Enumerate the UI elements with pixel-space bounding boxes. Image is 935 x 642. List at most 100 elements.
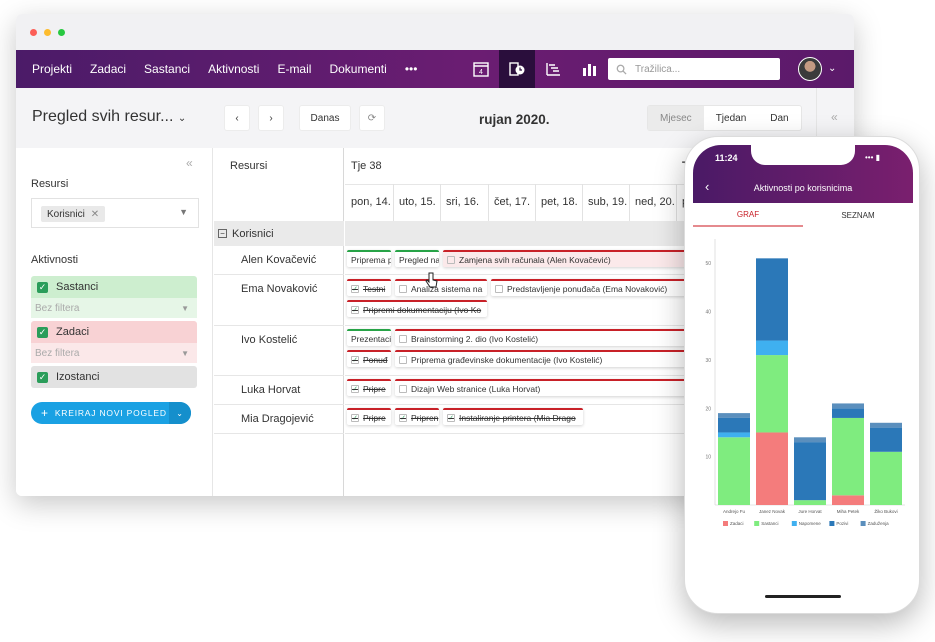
chevron-down-icon[interactable]: ⌄ <box>169 402 191 424</box>
day-header: pet, 18. <box>541 196 578 208</box>
search-input[interactable]: Tražilica... <box>608 58 780 80</box>
x-tick-label: Žiko Bukovi <box>874 507 897 514</box>
task-checkbox[interactable]: ✓ <box>351 384 359 393</box>
close-window-button[interactable] <box>30 29 37 36</box>
x-tick-label: Andrejo Fu <box>723 509 746 514</box>
bar-segment-pozivi <box>870 427 902 452</box>
nav-email[interactable]: E-mail <box>277 62 312 76</box>
legend-label: Zaduženja <box>868 521 890 526</box>
bar-segment-zadaci <box>756 432 788 505</box>
minimize-window-button[interactable] <box>44 29 51 36</box>
tab-graf[interactable]: GRAF <box>693 203 803 227</box>
calendar-event[interactable]: Dizajn Web stranice (Luka Horvat) <box>395 379 693 396</box>
resource-planner-icon[interactable] <box>499 50 535 88</box>
group-row-korisnici[interactable]: − Korisnici <box>214 221 344 246</box>
filter-sastanci: ✓ Sastanci Bez filtera ▼ <box>31 276 197 318</box>
calendar-event[interactable]: ✓ Testni <box>347 279 391 296</box>
filter-izostanci: ✓ Izostanci <box>31 366 197 388</box>
legend-label: Sastanci <box>761 521 778 526</box>
view-week[interactable]: Tjedan <box>715 112 747 124</box>
next-button[interactable]: › <box>259 106 283 130</box>
legend-label: Napomene <box>799 521 822 526</box>
calendar-event[interactable]: ✓ Ponuđ <box>347 350 391 367</box>
view-title-dropdown[interactable]: Pregled svih resur... ⌄ <box>32 108 187 125</box>
refresh-button[interactable]: ⟳ <box>360 106 384 130</box>
prev-button[interactable]: ‹ <box>225 106 249 130</box>
calendar-event[interactable]: Priprema p <box>347 250 391 267</box>
nav-projekti[interactable]: Projekti <box>32 62 73 76</box>
resources-label: Resursi <box>31 178 69 190</box>
bar-segment-zadaci <box>832 495 864 505</box>
bar-segment-sastanci <box>870 451 902 505</box>
task-checkbox[interactable] <box>495 284 503 293</box>
nav-more-button[interactable]: ••• <box>404 62 418 76</box>
filter-label: Sastanci <box>56 281 99 293</box>
remove-chip-icon[interactable]: ✕ <box>90 208 100 220</box>
task-checkbox[interactable]: ✓ <box>351 355 359 364</box>
calendar-event[interactable]: ✓ Instaliranje printera (Mia Drago <box>443 408 583 425</box>
calendar-event[interactable]: Prezentaci <box>347 329 391 346</box>
task-checkbox[interactable] <box>399 334 407 343</box>
resources-select[interactable]: Korisnici ✕ ▼ <box>31 198 199 228</box>
view-day[interactable]: Dan <box>770 112 789 124</box>
filter-zadaci: ✓ Zadaci Bez filtera ▼ <box>31 321 197 363</box>
today-button[interactable]: Danas <box>300 106 350 130</box>
refresh-icon: ⟳ <box>367 112 377 124</box>
calendar-event[interactable]: Brainstorming 2. dio (Ivo Kostelić) <box>395 329 693 346</box>
gantt-icon[interactable] <box>535 50 571 88</box>
zadaci-checkbox[interactable]: ✓ <box>37 326 48 338</box>
legend-swatch <box>791 521 797 526</box>
calendar-icon[interactable]: 4 <box>463 50 499 88</box>
x-tick-label: Jure Horvat <box>798 509 822 514</box>
collapse-sidebar-icon[interactable]: « <box>186 156 193 170</box>
task-checkbox[interactable]: ✓ <box>351 413 359 422</box>
bar-segment-pozivi <box>794 442 826 501</box>
tab-seznam[interactable]: SEZNAM <box>841 210 875 220</box>
calendar-event[interactable]: ✓ Pripremi dokumentaciju (Ivo Ko <box>347 300 487 317</box>
bar-chart-icon[interactable] <box>571 50 607 88</box>
task-checkbox[interactable]: ✓ <box>351 305 359 314</box>
calendar-event[interactable]: Analiza sistema na <box>395 279 487 296</box>
user-avatar[interactable] <box>798 57 822 81</box>
calendar-event[interactable]: Pregled na <box>395 250 439 267</box>
sastanci-checkbox[interactable]: ✓ <box>37 281 48 293</box>
calendar-event[interactable]: Zamjena svih računala (Alen Kovačević) <box>443 250 693 267</box>
nav-dokumenti[interactable]: Dokumenti <box>329 62 387 76</box>
view-month[interactable]: Mjesec <box>648 106 704 130</box>
task-checkbox[interactable] <box>399 384 407 393</box>
resource-row-label: Ivo Kostelić <box>241 334 298 346</box>
calendar-event[interactable]: ✓ Pripre <box>347 408 391 425</box>
izostanci-checkbox[interactable]: ✓ <box>37 371 48 383</box>
task-checkbox[interactable] <box>447 255 455 264</box>
zadaci-filter-input[interactable]: Bez filtera ▼ <box>31 343 197 363</box>
nav-zadaci[interactable]: Zadaci <box>90 62 127 76</box>
task-checkbox[interactable] <box>399 355 407 364</box>
back-icon[interactable]: ‹ <box>705 179 710 194</box>
task-checkbox[interactable]: ✓ <box>351 284 359 293</box>
day-header: čet, 17. <box>494 196 531 208</box>
chevron-down-icon[interactable]: ⌄ <box>828 63 837 74</box>
calendar-toolbar: Pregled svih resur... ⌄ ‹ › Danas ⟳ ruja… <box>16 88 816 148</box>
plus-icon: + <box>41 406 49 420</box>
sastanci-filter-input[interactable]: Bez filtera ▼ <box>31 298 197 318</box>
expand-panel-icon[interactable]: « <box>831 110 838 124</box>
calendar-event[interactable]: ✓ Pripre <box>347 379 391 396</box>
calendar-event[interactable]: Predstavljenje ponuđača (Ema Novaković) <box>491 279 689 296</box>
dropdown-caret-icon: ▼ <box>181 349 189 358</box>
x-tick-label: Miha Petek <box>837 509 860 514</box>
task-checkbox[interactable] <box>399 284 407 293</box>
maximize-window-button[interactable] <box>58 29 65 36</box>
nav-sastanci[interactable]: Sastanci <box>144 62 191 76</box>
create-view-button[interactable]: + KREIRAJ NOVI POGLED ⌄ <box>31 402 191 424</box>
x-tick-label: Janez Novak <box>759 509 786 514</box>
svg-text:4: 4 <box>479 69 483 76</box>
calendar-event[interactable]: Priprema građevinske dokumentacije (Ivo … <box>395 350 693 367</box>
nav-aktivnosti[interactable]: Aktivnosti <box>208 62 260 76</box>
day-header: pon, 14. <box>351 196 391 208</box>
collapse-group-icon[interactable]: − <box>218 229 227 238</box>
bar-segment-pozivi <box>756 258 788 341</box>
bar-segment-zaduženja <box>718 413 750 418</box>
task-checkbox[interactable]: ✓ <box>447 413 455 422</box>
task-checkbox[interactable]: ✓ <box>399 413 407 422</box>
calendar-event[interactable]: ✓ Pripren <box>395 408 439 425</box>
